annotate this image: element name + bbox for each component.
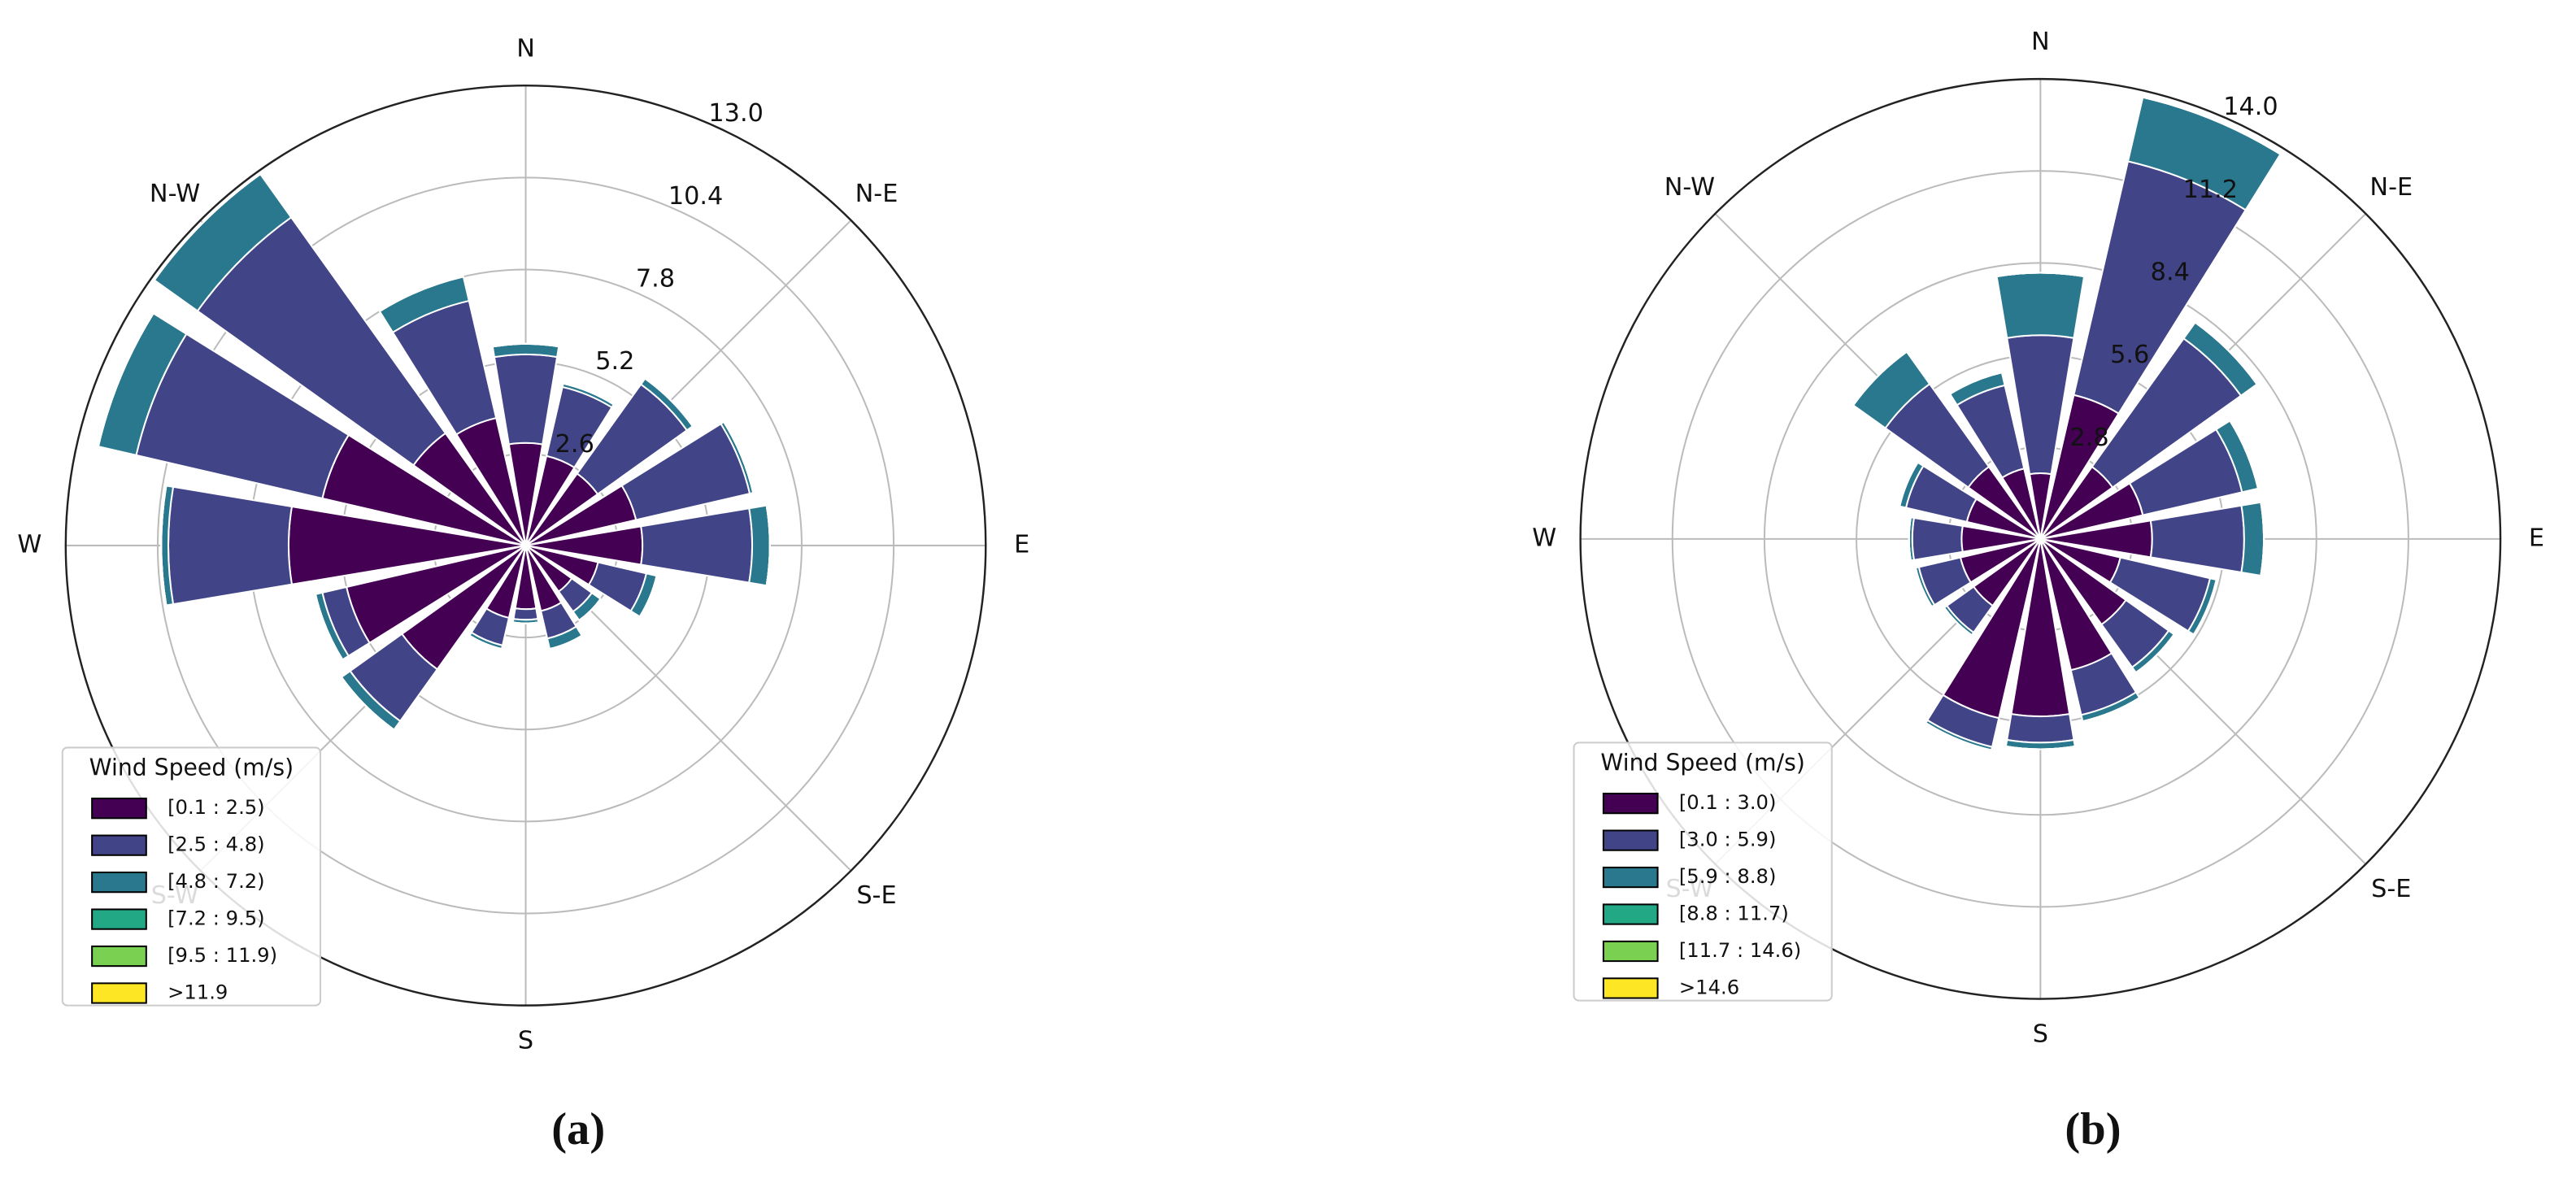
legend-label: [5.9 : 8.8): [1679, 864, 1777, 888]
bar-segment: [493, 353, 559, 446]
direction-label: S: [2033, 1020, 2048, 1049]
bar-segment: [2006, 712, 2075, 744]
r-tick-label: 11.2: [2183, 176, 2238, 204]
legend-label: [4.8 : 7.2): [168, 869, 265, 893]
polar-spine: [64, 85, 987, 1007]
bar-segment: [314, 594, 344, 660]
bar-segment: [1852, 350, 1908, 406]
bar-segment: [97, 312, 154, 447]
bar-segment: [1995, 272, 2086, 339]
bar-segment: [640, 507, 753, 584]
legend-swatch: [91, 908, 147, 930]
r-tick-label: 8.4: [2151, 258, 2190, 286]
bar-segment: [1943, 607, 1973, 637]
bar-segment: [492, 342, 559, 348]
bar-segment: [512, 621, 539, 624]
legend-label: [7.2 : 9.5): [168, 907, 265, 930]
bar-segment: [2195, 321, 2258, 385]
legend-swatch: [91, 834, 147, 856]
caption: (a): [551, 1104, 605, 1155]
bar-segment: [160, 485, 168, 606]
r-tick-label: 2.6: [555, 430, 594, 459]
legend-swatch: [1602, 940, 1659, 963]
legend-label: [2.5 : 4.8): [168, 833, 265, 856]
polar-spine: [1579, 77, 2502, 1000]
bar-segment: [638, 576, 658, 617]
legend-swatch: [1602, 792, 1659, 815]
bar-segment: [1911, 516, 1964, 561]
bar-segment: [468, 634, 503, 650]
r-tick-label: 13.0: [708, 99, 763, 128]
direction-label: S-E: [856, 881, 896, 910]
legend-label: [9.5 : 11.9): [168, 943, 277, 967]
bar-segment: [1925, 722, 1992, 751]
bar-segment: [2143, 96, 2281, 155]
r-tick-label: 5.6: [2110, 341, 2149, 369]
legend-title: Wind Speed (m/s): [1600, 750, 1804, 776]
direction-label: W: [1532, 524, 1556, 552]
direction-label: E: [2529, 524, 2544, 552]
bar-segment: [748, 504, 771, 587]
legend-label: [3.0 : 5.9): [1679, 828, 1777, 851]
legend-swatch: [91, 798, 147, 820]
legend-label: >14.6: [1679, 975, 1739, 998]
direction-label: N-E: [2369, 173, 2413, 202]
r-tick-label: 2.8: [2069, 424, 2108, 452]
legend-swatch: [1602, 903, 1659, 925]
legend-label: >11.9: [168, 980, 228, 1003]
r-tick-label: 5.2: [595, 347, 634, 376]
legend-label: [8.8 : 11.7): [1679, 902, 1789, 925]
direction-label: N: [2031, 28, 2050, 56]
direction-label: E: [1014, 530, 1029, 559]
legend-label: [0.1 : 2.5): [168, 795, 265, 819]
direction-label: N: [516, 34, 535, 63]
direction-label: N-W: [150, 180, 200, 208]
caption: (b): [2065, 1104, 2121, 1155]
bar-segment: [644, 377, 694, 427]
bar-segment: [2149, 504, 2245, 574]
bar-segment: [1899, 462, 1919, 507]
bar-segment: [723, 421, 755, 494]
direction-label: S-E: [2371, 875, 2411, 903]
direction-label: N-W: [1664, 173, 1715, 202]
legend-swatch: [91, 982, 147, 1004]
direction-label: S: [518, 1027, 533, 1055]
legend-label: [0.1 : 3.0): [1679, 790, 1777, 814]
legend: Wind Speed (m/s) [0.1 : 2.5) [2.5 : 4.8) [4…: [61, 746, 321, 1007]
bar-segment: [2240, 501, 2265, 577]
legend-swatch: [91, 945, 147, 968]
bar-segment: [168, 485, 294, 606]
r-tick-label: 7.8: [636, 265, 675, 294]
legend-swatch: [91, 871, 147, 894]
legend-title: Wind Speed (m/s): [89, 755, 294, 781]
bar-segment: [512, 607, 539, 621]
r-tick-label: 14.0: [2223, 93, 2278, 121]
legend-swatch: [1602, 866, 1659, 889]
direction-label: W: [17, 530, 41, 559]
bar-segment: [341, 676, 395, 731]
bar-segment: [379, 276, 464, 312]
legend-swatch: [1602, 977, 1659, 999]
r-tick-label: 10.4: [668, 182, 723, 211]
legend-swatch: [1602, 829, 1659, 851]
bar-segment: [2193, 579, 2217, 635]
legend-label: [11.7 : 14.6): [1679, 938, 1801, 962]
direction-label: N-E: [855, 180, 899, 208]
legend: Wind Speed (m/s) [0.1 : 3.0) [3.0 : 5.9) [5…: [1573, 742, 1833, 1002]
